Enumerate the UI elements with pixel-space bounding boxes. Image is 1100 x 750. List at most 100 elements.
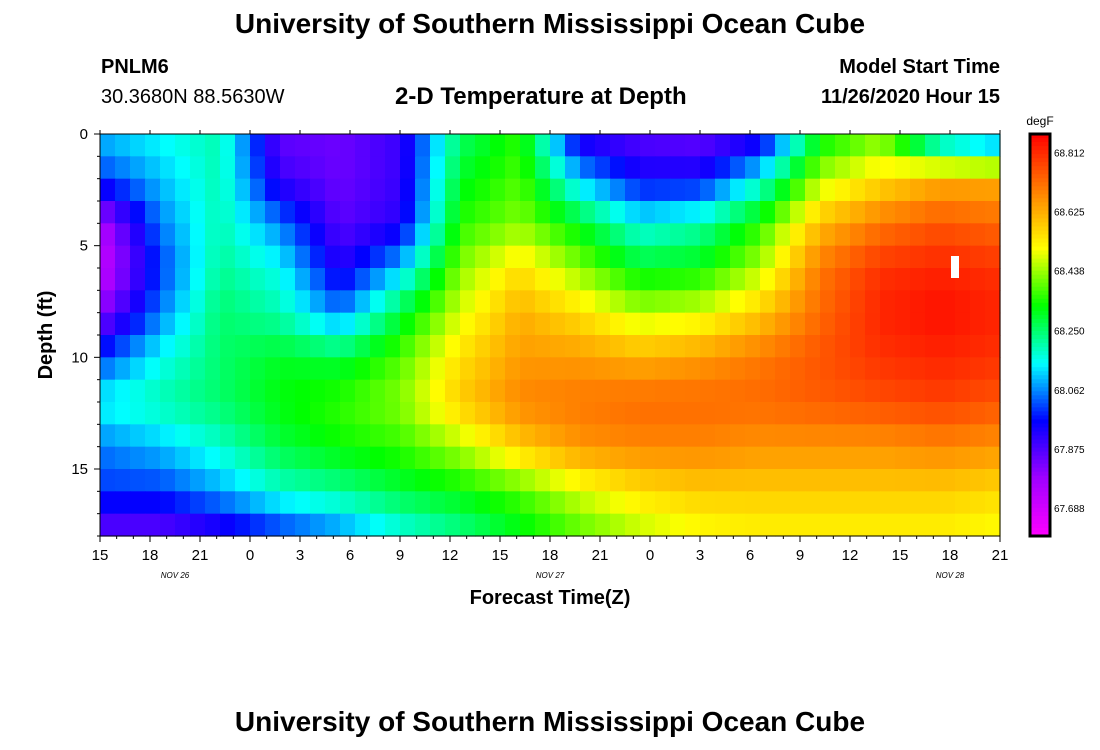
heatmap-cell <box>970 491 986 515</box>
heatmap-cell <box>655 379 671 403</box>
heatmap-cell <box>550 268 566 291</box>
heatmap-cell <box>640 178 656 202</box>
heatmap-cell <box>280 178 296 202</box>
heatmap-cell <box>520 335 536 358</box>
heatmap-cell <box>400 469 416 492</box>
heatmap-cell <box>550 245 566 269</box>
heatmap-cell <box>130 312 146 336</box>
heatmap-cell <box>700 402 716 425</box>
heatmap-cell <box>535 268 551 291</box>
heatmap-cell <box>145 424 161 448</box>
heatmap-cell <box>670 178 686 202</box>
heatmap-cell <box>595 290 611 314</box>
heatmap-cell <box>850 424 866 448</box>
heatmap-cell <box>580 402 596 425</box>
heatmap-cell <box>670 245 686 269</box>
heatmap-cell <box>925 335 941 358</box>
heatmap-cell <box>775 178 791 202</box>
heatmap-cell <box>670 335 686 358</box>
heatmap-cell <box>595 379 611 403</box>
colorbar-segment <box>1030 399 1050 404</box>
heatmap-cell <box>130 469 146 492</box>
heatmap-cell <box>550 134 566 157</box>
heatmap-cell <box>580 245 596 269</box>
heatmap-cell <box>430 223 446 247</box>
heatmap-cell <box>490 156 506 180</box>
heatmap-cell <box>850 335 866 358</box>
heatmap-cell <box>310 178 326 202</box>
heatmap-cell <box>130 156 146 180</box>
heatmap-cell <box>445 335 461 358</box>
heatmap-cell <box>760 245 776 269</box>
heatmap-cell <box>310 268 326 291</box>
heatmap-cell <box>280 134 296 157</box>
heatmap-cell <box>640 156 656 180</box>
colorbar-segment <box>1030 194 1050 199</box>
heatmap-cell <box>895 424 911 448</box>
heatmap-cell <box>730 156 746 180</box>
heatmap-cell <box>160 357 176 381</box>
heatmap-cell <box>745 335 761 358</box>
heatmap-cell <box>880 424 896 448</box>
heatmap-cell <box>865 156 881 180</box>
heatmap-cell <box>595 223 611 247</box>
heatmap-cell <box>760 402 776 425</box>
heatmap-cell <box>595 245 611 269</box>
heatmap-cell <box>145 178 161 202</box>
heatmap-cell <box>235 379 251 403</box>
colorbar-segment <box>1030 290 1050 296</box>
heatmap-cell <box>355 335 371 358</box>
heatmap-cell <box>415 201 431 224</box>
heatmap-cell <box>370 335 386 358</box>
heatmap-cell <box>640 223 656 247</box>
heatmap-cell <box>430 402 446 425</box>
heatmap-cell <box>160 223 176 247</box>
heatmap-cell <box>910 357 926 381</box>
date-label: NOV 28 <box>936 571 965 580</box>
heatmap-cell <box>340 402 356 425</box>
heatmap-cell <box>775 469 791 492</box>
heatmap-cell <box>385 268 401 291</box>
heatmap-cell <box>985 134 1001 157</box>
heatmap-cell <box>655 446 671 470</box>
heatmap-cell <box>955 446 971 470</box>
heatmap-cell <box>505 223 521 247</box>
heatmap-cell <box>550 201 566 224</box>
heatmap-cell <box>565 513 581 537</box>
heatmap-cell <box>640 335 656 358</box>
heatmap-cell <box>190 290 206 314</box>
heatmap-cell <box>595 446 611 470</box>
heatmap-cell <box>685 446 701 470</box>
heatmap-cell <box>355 290 371 314</box>
colorbar-segment <box>1030 491 1050 497</box>
heatmap-cell <box>280 312 296 336</box>
heatmap-cell <box>670 469 686 492</box>
heatmap-cell <box>865 178 881 202</box>
heatmap-cell <box>775 379 791 403</box>
heatmap-cell <box>745 402 761 425</box>
heatmap-cell <box>970 469 986 492</box>
heatmap-cell <box>655 357 671 381</box>
heatmap-cell <box>895 446 911 470</box>
colorbar-segment <box>1030 463 1050 469</box>
heatmap-cell <box>190 178 206 202</box>
heatmap-cell <box>175 134 191 157</box>
heatmap-cell <box>640 134 656 157</box>
heatmap-cell <box>175 156 191 180</box>
heatmap-cell <box>475 513 491 537</box>
heatmap-cell <box>955 402 971 425</box>
heatmap-cell <box>325 268 341 291</box>
heatmap-cell <box>730 446 746 470</box>
heatmap-cell <box>385 424 401 448</box>
heatmap-cell <box>625 268 641 291</box>
heatmap-cell <box>250 335 266 358</box>
heatmap-cell <box>835 469 851 492</box>
heatmap-cell <box>955 223 971 247</box>
heatmap-cell <box>520 402 536 425</box>
heatmap-cell <box>610 357 626 381</box>
heatmap-cell <box>115 134 131 157</box>
heatmap-cell <box>670 513 686 537</box>
x-tick-label: 21 <box>992 547 1009 564</box>
heatmap-cell <box>325 156 341 180</box>
heatmap-cell <box>355 245 371 269</box>
